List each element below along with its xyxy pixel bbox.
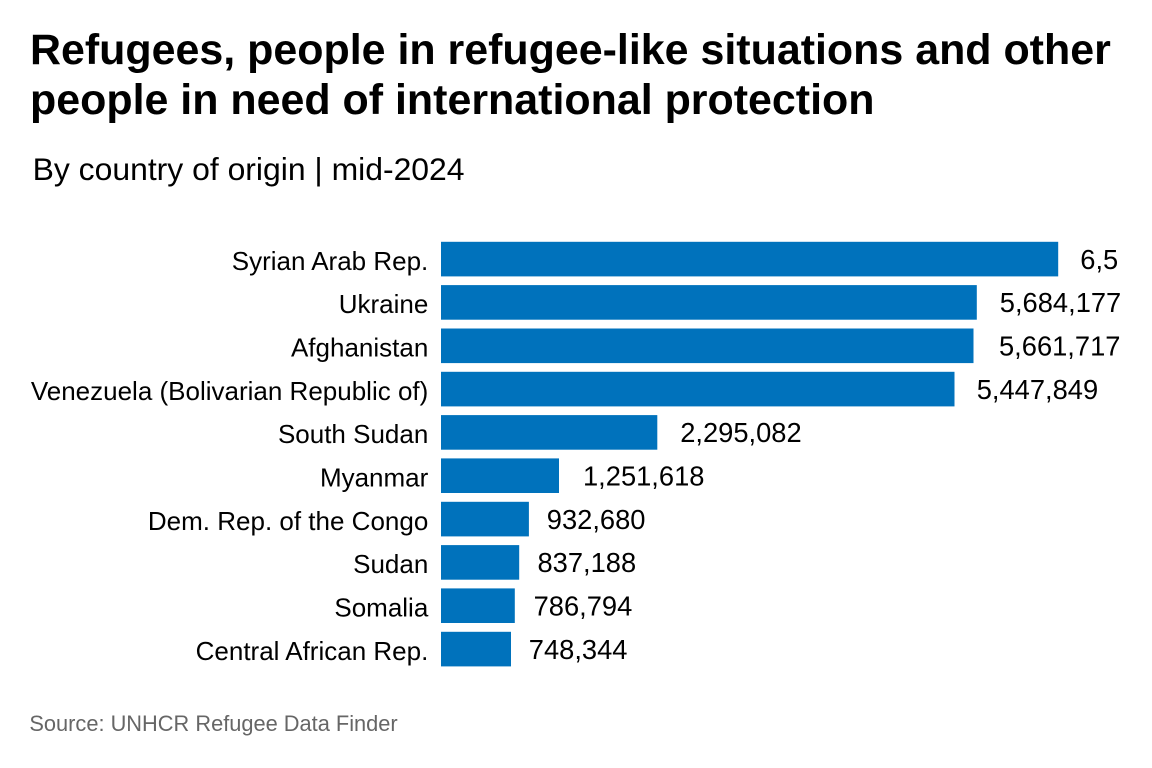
svg-text:5,684,177: 5,684,177	[1000, 287, 1121, 318]
svg-text:people in need of internationa: people in need of international protecti…	[30, 76, 874, 124]
svg-text:Dem. Rep. of the Congo: Dem. Rep. of the Congo	[148, 506, 428, 536]
svg-text:Syrian Arab Rep.: Syrian Arab Rep.	[232, 246, 429, 276]
svg-text:6,5: 6,5	[1080, 244, 1118, 275]
svg-text:Afghanistan: Afghanistan	[291, 333, 428, 363]
svg-text:Ukraine: Ukraine	[339, 289, 429, 319]
svg-text:Refugees, people in refugee-li: Refugees, people in refugee-like situati…	[30, 26, 1111, 74]
svg-text:932,680: 932,680	[547, 504, 646, 535]
svg-text:Venezuela (Bolivarian Republic: Venezuela (Bolivarian Republic of)	[31, 376, 428, 406]
svg-text:5,447,849: 5,447,849	[977, 374, 1098, 405]
svg-text:837,188: 837,188	[538, 547, 637, 578]
svg-text:786,794: 786,794	[534, 590, 633, 621]
svg-text:2,295,082: 2,295,082	[680, 417, 801, 448]
svg-text:5,661,717: 5,661,717	[999, 331, 1120, 362]
svg-text:Sudan: Sudan	[353, 549, 428, 579]
svg-text:Source: UNHCR Refugee Data Fin: Source: UNHCR Refugee Data Finder	[29, 711, 397, 736]
svg-text:1,251,618: 1,251,618	[583, 460, 704, 491]
svg-text:Somalia: Somalia	[334, 592, 428, 622]
svg-text:South Sudan: South Sudan	[278, 419, 428, 449]
svg-text:By country of origin | mid-202: By country of origin | mid-2024	[33, 151, 465, 187]
svg-text:748,344: 748,344	[529, 634, 628, 665]
svg-text:Central African Rep.: Central African Rep.	[196, 636, 429, 666]
svg-text:Myanmar: Myanmar	[320, 462, 429, 492]
